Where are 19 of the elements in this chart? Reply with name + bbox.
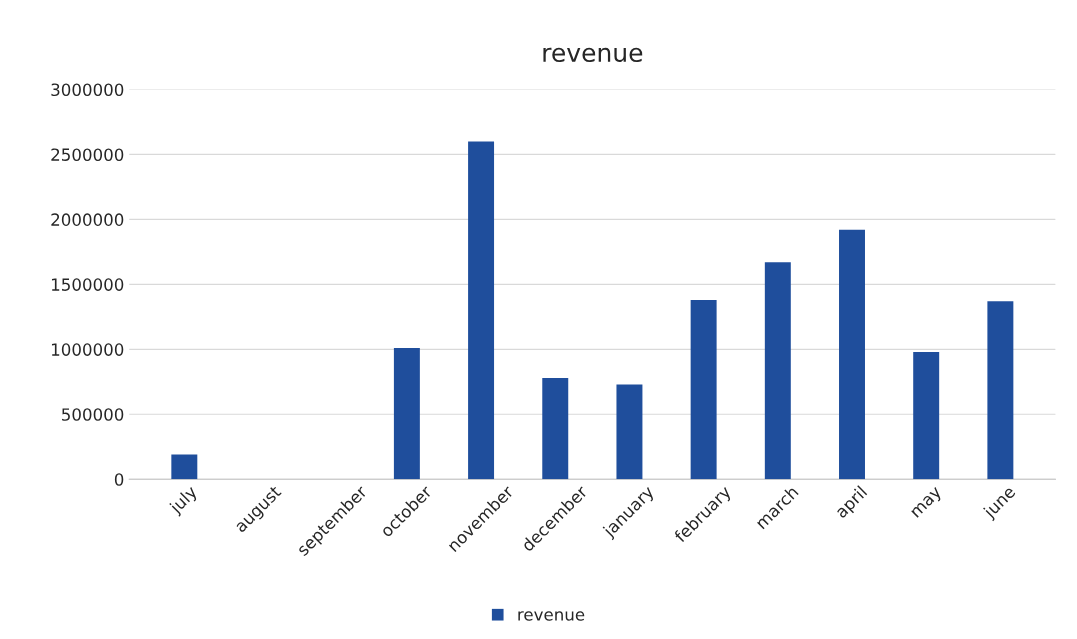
bar [987, 301, 1014, 480]
bar [764, 262, 791, 480]
y-tick-label: 500000 [62, 408, 124, 421]
chart-title: revenue [543, 47, 643, 63]
bar [393, 348, 420, 480]
bar [690, 299, 717, 480]
bar [839, 229, 865, 480]
y-tick-label: 1500000 [51, 278, 124, 291]
bar [616, 384, 643, 480]
legend-label: revenue [518, 611, 585, 621]
bar [913, 351, 940, 480]
bar [468, 141, 495, 480]
y-tick-label: 0 [114, 473, 124, 486]
y-tick-label: 3000000 [51, 83, 124, 97]
bar [171, 454, 198, 480]
bar [542, 377, 569, 480]
y-tick-label: 1000000 [51, 343, 124, 356]
y-tick-label: 2500000 [51, 148, 124, 161]
y-tick-label: 2000000 [51, 213, 124, 226]
